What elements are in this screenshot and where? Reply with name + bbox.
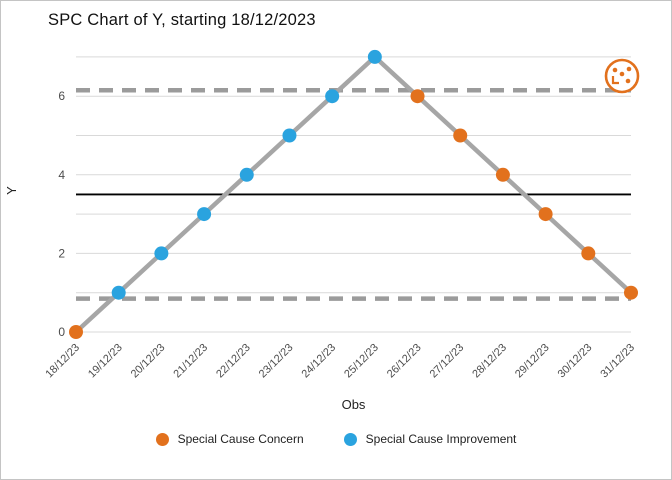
x-tick-label: 24/12/23: [300, 342, 339, 381]
x-tick-label: 28/12/23: [470, 342, 509, 381]
data-point-concern: [69, 325, 83, 339]
y-tick-label: 0: [58, 325, 65, 339]
logo-dot: [612, 67, 618, 73]
legend-item-concern: Special Cause Concern: [155, 432, 304, 446]
x-tick-label: 22/12/23: [214, 342, 253, 381]
data-point-improvement: [239, 167, 254, 182]
data-point-concern: [495, 167, 510, 182]
improvement-dot-icon: [343, 432, 357, 446]
data-point-concern: [624, 285, 638, 300]
y-tick-label: 4: [58, 168, 65, 182]
y-tick-label: 6: [58, 89, 65, 103]
x-tick-label: 23/12/23: [257, 342, 296, 381]
logo-letter-l: [611, 76, 619, 85]
x-tick-label: 25/12/23: [342, 342, 381, 381]
legend-item-improvement: Special Cause Improvement: [343, 432, 517, 446]
plot-the-dots-logo-icon: [604, 58, 640, 94]
legend-label-concern: Special Cause Concern: [177, 432, 304, 446]
x-tick-label: 26/12/23: [385, 342, 424, 381]
logo-dot: [625, 78, 631, 84]
x-axis-title: Obs: [341, 397, 366, 412]
x-tick-label: 18/12/23: [43, 342, 82, 381]
data-point-concern: [581, 246, 596, 261]
data-point-improvement: [282, 128, 297, 143]
data-point-improvement: [197, 207, 212, 222]
x-tick-label: 27/12/23: [428, 342, 467, 381]
legend-label-improvement: Special Cause Improvement: [365, 432, 517, 446]
data-point-concern: [410, 89, 425, 104]
data-point-improvement: [154, 246, 169, 261]
logo-dot: [626, 66, 632, 72]
data-point-concern: [453, 128, 468, 143]
x-tick-label: 21/12/23: [171, 342, 210, 381]
y-tick-label: 2: [58, 246, 65, 260]
data-point-improvement: [325, 89, 340, 104]
x-tick-label: 19/12/23: [86, 342, 125, 381]
x-tick-label: 31/12/23: [598, 342, 637, 381]
legend: Special Cause Concern Special Cause Impr…: [1, 432, 671, 446]
x-tick-label: 30/12/23: [556, 342, 595, 381]
x-tick-label: 29/12/23: [513, 342, 552, 381]
logo-dot: [619, 71, 625, 77]
data-point-improvement: [111, 285, 126, 300]
y-axis-title: Y: [3, 186, 19, 195]
chart-title: SPC Chart of Y, starting 18/12/2023: [48, 11, 316, 29]
data-line: [73, 54, 634, 335]
data-point-concern: [538, 207, 553, 222]
concern-dot-icon: [155, 432, 169, 446]
data-point-improvement: [367, 49, 382, 64]
x-tick-label: 20/12/23: [129, 342, 168, 381]
